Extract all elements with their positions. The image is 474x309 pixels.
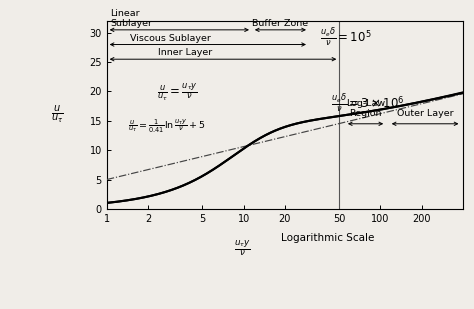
Text: Inner Layer: Inner Layer xyxy=(158,48,212,57)
Text: $\frac{u_\tau y}{\nu}$: $\frac{u_\tau y}{\nu}$ xyxy=(234,239,250,259)
Text: $\frac{u}{u_\tau}$: $\frac{u}{u_\tau}$ xyxy=(51,104,63,126)
Text: $\frac{u_e\delta}{\nu}=3\times10^6$: $\frac{u_e\delta}{\nu}=3\times10^6$ xyxy=(331,92,405,114)
Text: Log-Law
Region: Log-Law Region xyxy=(346,99,385,118)
Text: Linear
Sublayer: Linear Sublayer xyxy=(110,9,152,28)
Text: $\frac{u_e\delta}{\nu}=10^5$: $\frac{u_e\delta}{\nu}=10^5$ xyxy=(320,27,372,49)
Text: $\frac{u}{u_\tau}=\frac{1}{0.41}\ln\frac{u_\tau y}{\nu}+5$: $\frac{u}{u_\tau}=\frac{1}{0.41}\ln\frac… xyxy=(128,117,205,135)
Text: Viscous Sublayer: Viscous Sublayer xyxy=(130,34,211,43)
Text: Buffer Zone: Buffer Zone xyxy=(252,19,309,28)
Text: $\frac{u}{u_\tau}=\frac{u_\tau y}{\nu}$: $\frac{u}{u_\tau}=\frac{u_\tau y}{\nu}$ xyxy=(156,82,197,103)
Text: Logarithmic Scale: Logarithmic Scale xyxy=(281,233,374,243)
Text: Outer Layer: Outer Layer xyxy=(397,109,454,118)
